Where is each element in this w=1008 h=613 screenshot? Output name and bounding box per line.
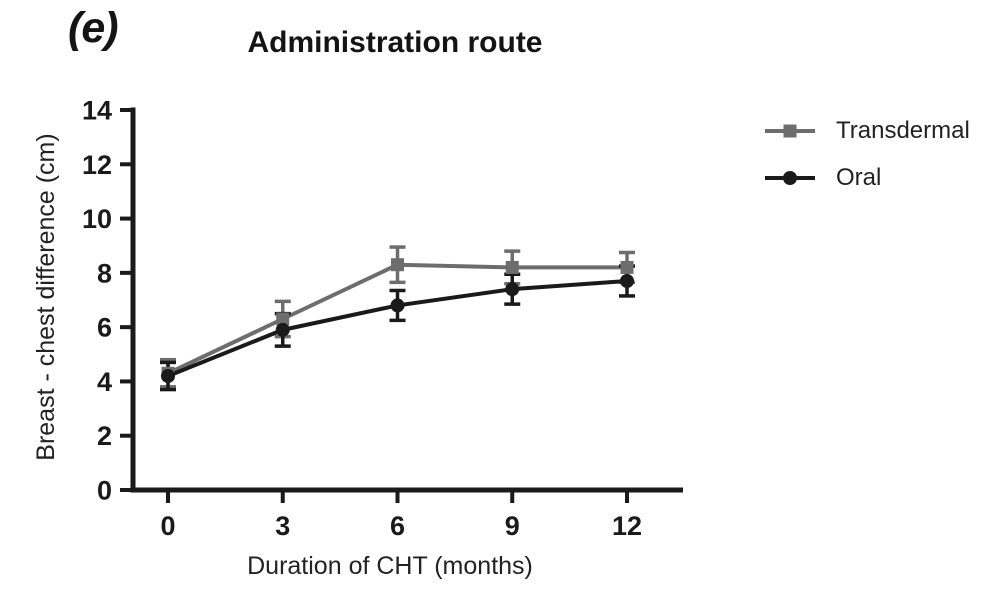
legend-item-oral: Oral (763, 164, 970, 191)
x-axis-label: Duration of CHT (months) (247, 552, 533, 580)
legend-label: Transdermal (836, 117, 970, 144)
data-point-circle (620, 274, 634, 288)
x-tick-label: 12 (612, 511, 642, 541)
data-point-square (505, 260, 519, 274)
data-point-square (276, 312, 290, 326)
legend-item-transdermal: Transdermal (763, 117, 970, 144)
x-tick-label: 6 (390, 511, 405, 541)
x-tick-label: 9 (505, 511, 520, 541)
y-tick-label: 14 (82, 96, 112, 126)
y-axis-label: Breast - chest difference (cm) (32, 133, 60, 461)
legend: Transdermal Oral (763, 117, 970, 191)
y-tick-label: 10 (82, 204, 112, 234)
data-point-circle (390, 298, 405, 313)
x-tick-label: 3 (275, 511, 290, 541)
x-tick-label: 0 (160, 511, 175, 541)
panel-label: (e) (68, 4, 119, 52)
y-tick-label: 8 (97, 258, 112, 288)
data-point-circle (161, 369, 175, 383)
data-point-circle (275, 322, 290, 337)
y-tick-label: 2 (97, 421, 112, 451)
y-tick-label: 4 (97, 367, 112, 397)
y-tick-label: 12 (82, 150, 112, 180)
data-point-circle (505, 282, 520, 297)
legend-label: Oral (836, 164, 882, 191)
y-tick-label: 0 (97, 476, 112, 506)
data-point-square (391, 258, 404, 272)
data-point-square (620, 260, 634, 274)
legend-marker-square-icon (765, 124, 815, 138)
legend-marker-circle-icon (765, 171, 815, 185)
y-tick-label: 6 (97, 313, 112, 343)
chart-title: Administration route (247, 26, 543, 59)
